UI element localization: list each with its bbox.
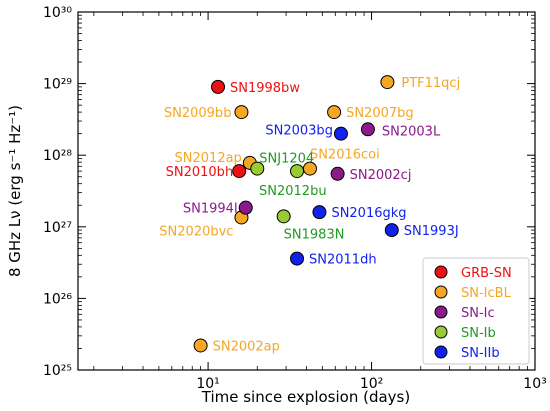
point-label-sn2012bu: SN2012bu (259, 184, 327, 199)
data-point-sn2011dh (290, 251, 305, 266)
data-point-sn1993j (384, 223, 399, 238)
x-tick-label: 10¹ (196, 376, 219, 392)
data-points: SN1998bw SN2010bh PTF11qcj SN2009bb SN2007bg… (159, 75, 460, 354)
point-label-sn2002ap: SN2002ap (213, 339, 280, 354)
data-point-snj1204 (250, 161, 265, 176)
y-tick-label: 10³⁰ (43, 5, 72, 21)
data-point-sn2003bg (333, 126, 348, 141)
point-label-sn2020bvc: SN2020bvc (159, 224, 233, 239)
point-label-ptf11qcj: PTF11qcj (401, 76, 460, 91)
legend-entry-sn-ic: SN-Ic (461, 306, 495, 321)
point-label-sn2002cj: SN2002cj (350, 168, 412, 183)
y-axis-label-text: 8 GHz Lν (erg s⁻¹ Hz⁻¹) (6, 105, 24, 277)
legend-entry-sn-iib: SN-IIb (461, 346, 500, 361)
x-axis-label: Time since explosion (days) (201, 388, 410, 406)
data-point-sn2012bu (290, 164, 305, 179)
point-label-sn2012ap: SN2012ap (175, 151, 242, 166)
point-label-sn2003bg: SN2003bg (265, 124, 333, 139)
point-label-sn1983n: SN1983N (284, 227, 345, 242)
point-label-sn2011dh: SN2011dh (309, 253, 377, 268)
data-point-sn2003l (360, 122, 375, 137)
legend-marker-grb-sn (434, 265, 448, 279)
y-axis-label: 8 GHz Lν (erg s⁻¹ Hz⁻¹) (6, 105, 24, 277)
legend-marker-sn-icbl (434, 285, 448, 299)
legend-entry-grb-sn: GRB-SN (461, 266, 512, 281)
data-point-sn2016coi (302, 161, 317, 176)
data-point-sn2010bh (232, 164, 247, 179)
data-point-sn2002cj (330, 166, 345, 181)
point-label-sn1993j: SN1993J (404, 224, 459, 239)
legend-entry-sn-icbl: SN-IcBL (461, 286, 512, 301)
point-label-sn2016coi: SN2016coi (310, 148, 380, 163)
data-point-sn2016gkg (312, 205, 327, 220)
axes: 10¹ 10² 10³ 10²⁵ 10²⁶ 10²⁷ 10²⁸ 10²⁹ 10³⁰ (43, 5, 547, 392)
point-label-sn2007bg: SN2007bg (346, 106, 414, 121)
data-point-ptf11qcj (380, 75, 395, 90)
data-point-sn1994i (238, 200, 253, 215)
legend-marker-sn-ib (434, 325, 448, 339)
data-point-sn2009bb (234, 105, 249, 120)
y-tick-label: 10²⁹ (43, 77, 72, 93)
point-label-sn1994i: SN1994I (183, 202, 238, 217)
y-tick-label: 10²⁶ (43, 291, 72, 307)
legend-entry-sn-ib: SN-Ib (461, 326, 496, 341)
point-label-sn2010bh: SN2010bh (166, 165, 234, 180)
point-label-sn1998bw: SN1998bw (230, 81, 300, 96)
y-tick-label: 10²⁸ (43, 148, 72, 164)
data-point-sn2002ap (193, 338, 208, 353)
point-label-snj1204: SNJ1204 (259, 152, 314, 167)
x-tick-label: 10³ (523, 376, 546, 392)
point-labels: SN1998bw SN2010bh PTF11qcj SN2009bb SN2007bg… (159, 76, 460, 354)
legend-marker-sn-iib (434, 345, 448, 359)
data-point-sn1983n (276, 209, 291, 224)
point-label-sn2003l: SN2003L (382, 124, 441, 139)
y-tick-label: 10²⁵ (43, 363, 72, 379)
data-point-sn2007bg (327, 105, 342, 120)
data-point-sn1998bw (211, 79, 226, 94)
x-tick-label: 10² (360, 376, 383, 392)
point-label-sn2016gkg: SN2016gkg (331, 206, 406, 221)
legend-marker-sn-ic (434, 305, 448, 319)
point-label-sn2009bb: SN2009bb (164, 106, 232, 121)
y-tick-label: 10²⁷ (43, 220, 72, 236)
legend: GRB-SN SN-IcBL SN-Ic SN-Ib SN-IIb (422, 257, 530, 365)
legend-box (422, 257, 530, 365)
